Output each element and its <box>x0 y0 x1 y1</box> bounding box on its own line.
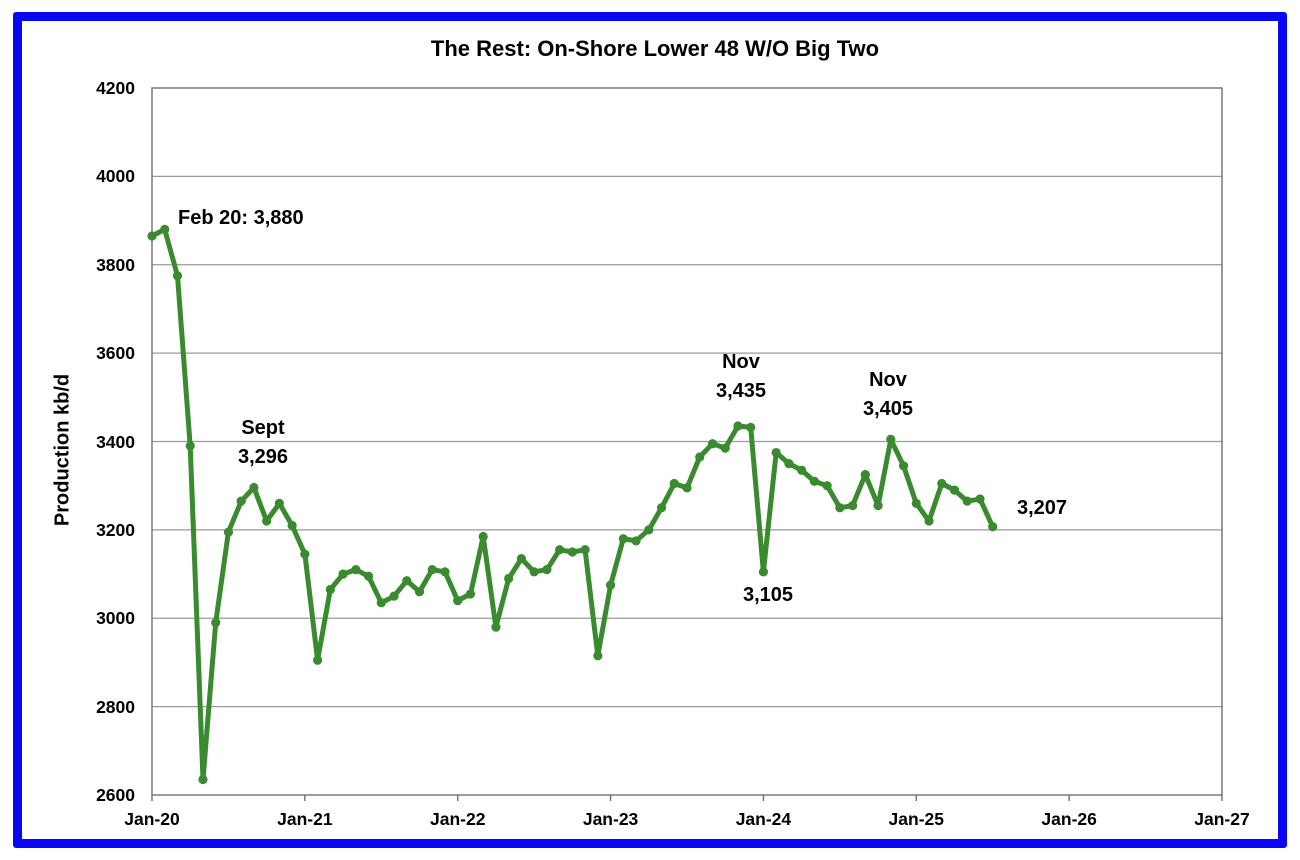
chart-border <box>13 12 1287 848</box>
data-point <box>465 589 476 599</box>
annotation-latest-value: 3,207 <box>1017 497 1068 519</box>
x-tick-label: Jan-20 <box>124 809 180 829</box>
data-point <box>516 553 527 564</box>
data-point <box>453 595 463 606</box>
y-tick-label: 4000 <box>96 166 135 187</box>
data-point <box>351 565 361 575</box>
data-point <box>669 478 679 489</box>
y-tick-label: 2600 <box>96 785 135 805</box>
data-point <box>287 520 297 531</box>
data-point <box>325 584 335 595</box>
data-point <box>236 496 246 506</box>
data-point <box>707 439 718 449</box>
data-point <box>937 478 947 489</box>
data-point <box>402 576 412 586</box>
data-point <box>427 565 437 575</box>
data-point <box>198 774 208 785</box>
data-point <box>784 458 794 469</box>
x-tick-label: Jan-24 <box>735 809 792 829</box>
y-tick-label: 4200 <box>96 78 135 98</box>
data-point <box>389 591 399 601</box>
data-point <box>873 500 883 511</box>
data-point <box>274 498 284 508</box>
data-point <box>758 567 769 577</box>
data-point <box>886 434 896 444</box>
data-point <box>797 465 807 475</box>
data-point <box>809 476 819 486</box>
x-tick-label: Jan-22 <box>429 809 486 829</box>
y-tick-label: 3400 <box>96 431 135 452</box>
data-point <box>223 527 234 537</box>
data-point <box>924 516 934 526</box>
data-point <box>949 485 960 495</box>
x-tick-label: Jan-27 <box>1194 809 1250 829</box>
y-tick-label: 3000 <box>96 608 135 629</box>
data-point <box>746 422 756 432</box>
data-point <box>911 498 921 508</box>
data-point <box>618 534 628 544</box>
data-point <box>491 622 501 632</box>
data-point <box>847 500 858 511</box>
y-tick-label: 3800 <box>96 254 135 275</box>
data-point <box>312 655 323 665</box>
data-point <box>376 598 386 608</box>
data-point <box>822 481 832 491</box>
data-point <box>605 580 616 590</box>
data-point <box>898 461 909 471</box>
data-point <box>975 494 985 504</box>
data-point <box>733 421 743 431</box>
y-tick-label: 3200 <box>96 519 135 540</box>
chart-title: The Rest: On-Shore Lower 48 W/O Big Two <box>430 36 880 61</box>
data-point <box>529 567 539 577</box>
data-point <box>771 447 781 458</box>
data-point <box>542 565 552 575</box>
annotation-nov23-peak: Nov 3,435 <box>715 351 767 402</box>
data-point <box>249 482 259 493</box>
data-point <box>580 545 590 555</box>
data-point <box>682 483 692 493</box>
data-point <box>631 536 641 546</box>
data-point <box>300 549 310 559</box>
annotation-nov24-peak: Nov 3,405 <box>862 369 914 420</box>
data-point <box>504 573 514 584</box>
data-point <box>593 651 603 661</box>
data-point <box>172 271 183 281</box>
data-point <box>338 569 348 579</box>
data-point <box>644 525 654 535</box>
data-point <box>656 503 667 513</box>
annotation-sept20-peak: Sept 3,296 <box>237 417 289 468</box>
annotation-jan24-low: 3,105 <box>742 584 794 606</box>
y-tick-label: 2800 <box>96 696 135 717</box>
y-tick-label: 3600 <box>96 343 135 364</box>
data-point <box>262 516 272 526</box>
data-point <box>414 587 425 597</box>
data-point <box>860 470 870 480</box>
data-point <box>962 496 972 506</box>
data-point <box>555 545 565 555</box>
data-point <box>185 441 195 451</box>
data-point <box>211 618 221 628</box>
x-tick-label: Jan-25 <box>888 809 945 829</box>
x-tick-label: Jan-26 <box>1041 809 1097 829</box>
data-point <box>695 452 705 462</box>
data-point <box>363 571 374 581</box>
data-point <box>160 224 170 234</box>
data-point <box>720 443 730 453</box>
x-tick-label: Jan-21 <box>277 809 333 829</box>
x-tick-label: Jan-23 <box>582 809 639 829</box>
plot-frame <box>151 87 1223 796</box>
annotation-feb20-peak: Feb 20: 3,880 <box>178 207 304 229</box>
data-point <box>567 547 577 557</box>
data-point <box>440 567 450 577</box>
data-point <box>988 522 998 532</box>
data-point <box>835 503 845 513</box>
data-point <box>147 231 157 241</box>
data-point <box>478 531 488 542</box>
